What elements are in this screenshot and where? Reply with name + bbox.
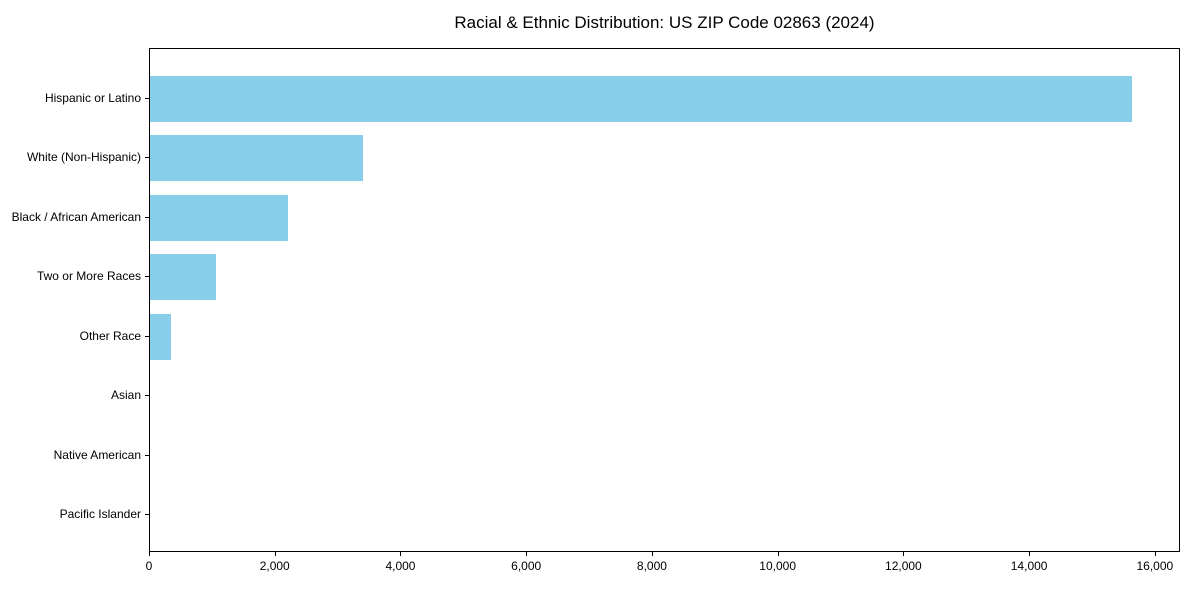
x-tick-label: 4,000: [385, 559, 416, 573]
y-tick-label-pacific-islander: Pacific Islander: [59, 507, 141, 522]
y-tick-mark: [145, 335, 149, 337]
y-tick-label-black-african-american: Black / African American: [11, 209, 141, 224]
x-axis: 0 2,000 4,000 6,000 8,000 10,000 12,000 14,000 1…: [145, 552, 1180, 582]
y-tick-label-other-race: Other Race: [79, 328, 141, 343]
y-tick-label-white-non-hispanic: White (Non-Hispanic): [26, 150, 141, 165]
bar-row: [150, 129, 1179, 189]
x-tick-label: 6,000: [511, 559, 542, 573]
x-tick-label: 2,000: [259, 559, 290, 573]
chart-title: Racial & Ethnic Distribution: US ZIP Cod…: [454, 13, 875, 32]
y-tick-mark: [145, 454, 149, 456]
x-tick-mark: [651, 552, 653, 556]
x-tick-mark: [1029, 552, 1031, 556]
bars-layer: [150, 49, 1179, 551]
y-tick-mark: [145, 216, 149, 218]
bar-two-or-more-races: [150, 254, 216, 301]
x-tick-mark: [903, 552, 905, 556]
x-tick-mark: [400, 552, 402, 556]
x-tick-label: 10,000: [759, 559, 797, 573]
plot-area: [149, 48, 1180, 552]
bar-row: [150, 188, 1179, 248]
y-tick-mark: [145, 276, 149, 278]
bar-white-non-hispanic: [150, 135, 364, 182]
x-tick-label: 12,000: [885, 559, 922, 573]
x-tick-mark: [274, 552, 276, 556]
bar-row: [150, 248, 1179, 308]
x-tick-mark: [149, 552, 150, 556]
y-tick-mark: [145, 97, 149, 99]
x-tick-label: 16,000: [1136, 559, 1174, 573]
y-tick-label-hispanic-or-latino: Hispanic or Latino: [44, 90, 141, 105]
bar-row: [150, 367, 1179, 427]
y-tick-label-two-or-more-races: Two or More Races: [36, 269, 141, 284]
x-tick-mark: [1154, 552, 1156, 556]
bar-row: [150, 307, 1179, 367]
bar-black-african-american: [150, 194, 289, 241]
y-axis: Hispanic or Latino White (Non-Hispanic) Bl…: [0, 48, 149, 552]
bar-other-race: [150, 313, 171, 360]
bar-hispanic-or-latino: [150, 75, 1132, 122]
x-tick-mark: [777, 552, 779, 556]
y-tick-mark: [145, 395, 149, 397]
y-tick-mark: [145, 157, 149, 159]
y-tick-label-asian: Asian: [110, 388, 141, 403]
y-tick-mark: [145, 514, 149, 516]
bar-row: [150, 69, 1179, 129]
y-tick-label-native-american: Native American: [53, 447, 141, 462]
bar-row: [150, 486, 1179, 546]
x-tick-label: 0: [145, 559, 153, 573]
x-tick-mark: [526, 552, 528, 556]
bar-row: [150, 426, 1179, 486]
x-tick-label: 8,000: [636, 559, 667, 573]
x-tick-label: 14,000: [1010, 559, 1048, 573]
